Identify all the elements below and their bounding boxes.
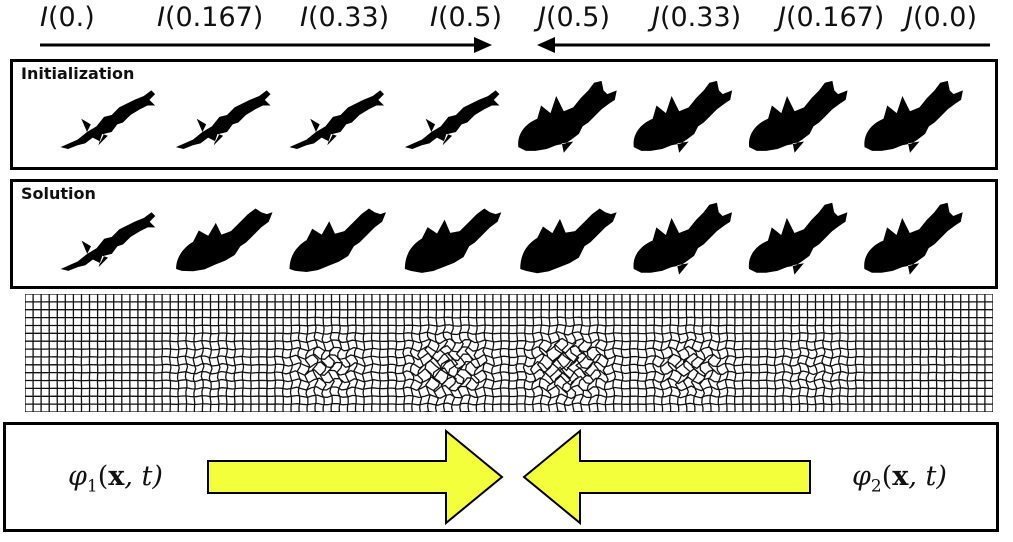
fish-silhouette (633, 80, 733, 153)
fish-silhouette (518, 80, 617, 153)
big-arrows (207, 428, 811, 526)
backward-arrow-head (537, 37, 555, 53)
header-arrows (40, 37, 990, 53)
deformation-grid (266, 294, 389, 412)
deformation-grid (145, 294, 268, 412)
header-arg: (0.33) (307, 2, 390, 33)
phi1-subscript: 1 (86, 476, 98, 497)
phi1-rest: , t) (124, 461, 163, 492)
flow-panel: φ1(x, t) φ2(x, t) (3, 422, 999, 532)
header-arg: (0.167) (164, 2, 264, 33)
header-fn: J (652, 2, 660, 33)
header-arg: (0.5) (545, 2, 610, 33)
initialization-title: Initialization (21, 64, 135, 83)
header-arg: (0.0) (912, 2, 977, 33)
big-left-arrow (522, 428, 811, 526)
fish-silhouette (175, 90, 271, 150)
fish-silhouette (289, 90, 385, 150)
header-arg: (0.33) (659, 2, 742, 33)
phi1-open: ( (97, 461, 109, 492)
initialization-panel: Initialization (10, 59, 998, 170)
deformation-grid (25, 294, 147, 412)
deformation-grid (507, 294, 632, 412)
header-fn: J (905, 2, 913, 33)
fish-silhouette (176, 208, 273, 272)
header-label-j00: J(0.0) (905, 2, 977, 33)
deformation-grid (386, 294, 511, 412)
phi1-x: x (108, 461, 125, 492)
header-label-i0: I(0.) (40, 2, 95, 33)
header-arg: (0.5) (437, 2, 502, 33)
header-label-i033: I(0.33) (300, 2, 389, 33)
fish-silhouette (404, 90, 500, 150)
deformation-grid (871, 294, 993, 412)
deformation-grid (750, 294, 873, 412)
fish-silhouette (60, 212, 156, 271)
header-label-i05: I(0.5) (430, 2, 502, 33)
fish-silhouette (748, 202, 848, 275)
header-label-j0167: J(0.167) (778, 2, 884, 33)
forward-arrow-head (474, 37, 492, 53)
header-label-j033: J(0.33) (652, 2, 741, 33)
solution-panel: Solution (10, 179, 998, 289)
phi2-subscript: 2 (870, 476, 882, 497)
fish-silhouette (60, 90, 156, 150)
initialization-fish-row (60, 80, 963, 153)
fish-silhouette (864, 80, 963, 153)
phi1-symbol: φ (68, 461, 87, 492)
phi2-rest: , t) (908, 461, 947, 492)
header-fn: I (40, 2, 48, 33)
solution-fish-row (60, 202, 963, 275)
solution-title: Solution (21, 184, 96, 203)
fish-silhouette (289, 208, 386, 273)
header-label-i0167: I(0.167) (157, 2, 263, 33)
fish-silhouette (748, 80, 848, 153)
header-fn: I (157, 2, 165, 33)
header-arg: (0.) (47, 2, 95, 33)
deformation-grid (629, 294, 753, 412)
fish-silhouette (633, 202, 733, 275)
header-fn: J (778, 2, 786, 33)
header-fn: J (538, 2, 546, 33)
fish-silhouette (864, 202, 963, 275)
phi2-formula: φ2(x, t) (852, 461, 947, 496)
phi1-formula: φ1(x, t) (68, 461, 163, 496)
header-fn: I (300, 2, 308, 33)
deformation-grid-strip (25, 294, 993, 412)
header-arg: (0.167) (785, 2, 885, 33)
phi2-x: x (892, 461, 909, 492)
phi2-open: ( (881, 461, 893, 492)
fish-silhouette (404, 208, 502, 273)
fish-silhouette (520, 208, 617, 274)
header-fn: I (430, 2, 438, 33)
header-label-j05: J(0.5) (538, 2, 610, 33)
big-right-arrow (207, 428, 504, 526)
phi2-symbol: φ (852, 461, 871, 492)
